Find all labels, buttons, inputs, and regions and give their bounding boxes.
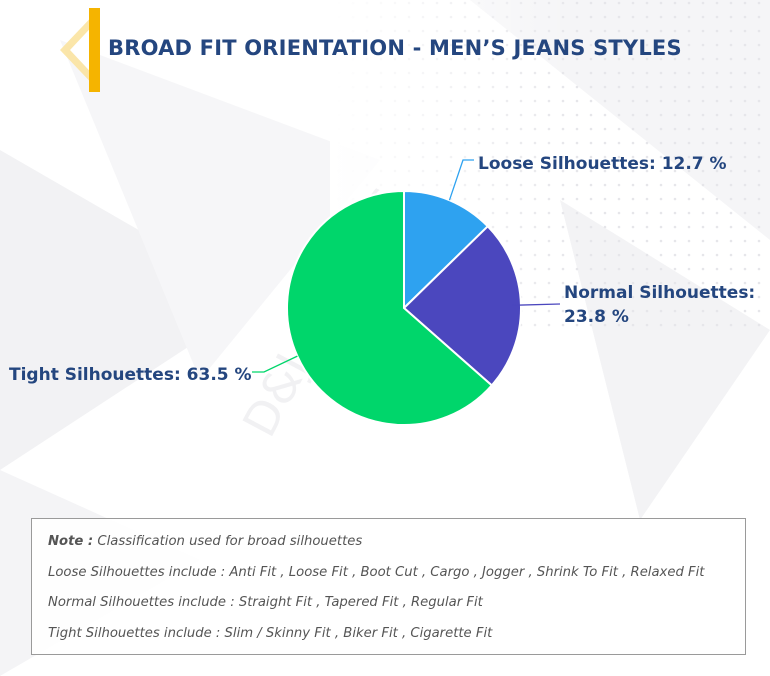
note-heading-key: Note :	[48, 534, 94, 549]
leader-line-normal	[511, 303, 561, 306]
label-normal-line1: Normal Silhouettes:	[564, 283, 755, 303]
page-title: BROAD FIT ORIENTATION - MEN’S JEANS STYL…	[108, 36, 682, 60]
note-heading-text: Classification used for broad silhouette…	[93, 534, 363, 549]
note-tight: Tight Silhouettes include : Slim / Skinn…	[48, 624, 729, 655]
label-tight: Tight Silhouettes: 63.5 %	[9, 365, 252, 385]
title-bar: BROAD FIT ORIENTATION - MEN’S JEANS STYL…	[60, 8, 760, 92]
leader-line-loose	[448, 159, 474, 201]
label-loose: Loose Silhouettes: 12.7 %	[478, 154, 727, 174]
note-normal: Normal Silhouettes include : Straight Fi…	[48, 593, 729, 624]
note-normal-key: Normal Silhouettes include :	[48, 595, 235, 610]
note-heading: Note : Classification used for broad sil…	[48, 532, 729, 563]
pie-chart: Loose Silhouettes: 12.7 % Normal Silhoue…	[9, 154, 755, 426]
note-loose-key: Loose Silhouettes include :	[48, 564, 226, 580]
note-normal-text: Straight Fit , Tapered Fit , Regular Fit	[234, 595, 483, 610]
note-tight-text: Slim / Skinny Fit , Biker Fit , Cigarett…	[220, 625, 493, 641]
leader-line-tight	[252, 355, 298, 373]
pie-slice-loose	[403, 189, 490, 311]
note-loose: Loose Silhouettes include : Anti Fit , L…	[48, 563, 729, 594]
chevron-accent-icon	[60, 8, 100, 92]
note-loose-text: Anti Fit , Loose Fit , Boot Cut , Cargo …	[225, 564, 705, 580]
note-tight-key: Tight Silhouettes include :	[48, 625, 221, 641]
label-normal-line2: 23.8 %	[564, 307, 629, 327]
note-box: Note : Classification used for broad sil…	[31, 518, 746, 655]
